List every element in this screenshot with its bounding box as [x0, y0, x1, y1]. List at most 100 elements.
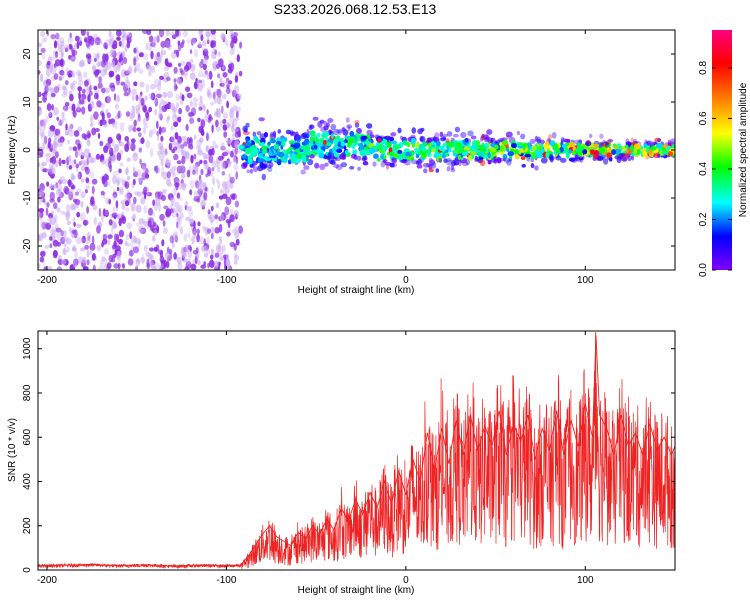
heatmap-signal-cell — [321, 134, 328, 139]
heatmap-noise-cell — [80, 165, 85, 171]
heatmap-noise-cell — [50, 216, 57, 225]
heatmap-signal-cell — [404, 151, 412, 157]
heatmap-signal-cell — [494, 144, 499, 150]
heatmap-noise-cell — [101, 159, 106, 165]
heatmap-noise-cell — [84, 189, 88, 194]
heatmap-noise-cell — [177, 225, 184, 232]
heatmap-noise-cell — [112, 191, 118, 198]
heatmap-noise-cell — [128, 249, 134, 257]
colorbar-label: Normalized spectral amplitude — [738, 82, 749, 217]
heatmap-signal-cell — [357, 166, 361, 171]
heatmap-signal-cell — [574, 154, 579, 162]
colorbar-tick-label: 0.2 — [698, 212, 709, 226]
heatmap-noise-cell — [173, 78, 177, 83]
heatmap-signal-cell — [506, 148, 510, 152]
heatmap-noise-cell — [117, 262, 121, 270]
heatmap-noise-cell — [78, 91, 81, 101]
heatmap-signal-cell — [514, 148, 520, 155]
heatmap-noise-cell — [57, 138, 62, 143]
heatmap-noise-cell — [163, 205, 169, 210]
heatmap-noise-cell — [146, 258, 150, 268]
heatmap-noise-cell — [119, 186, 124, 193]
heatmap-noise-cell — [176, 212, 179, 218]
heatmap-noise-cell — [213, 97, 217, 104]
heatmap-noise-cell — [162, 188, 167, 194]
heatmap-noise-cell — [91, 235, 95, 245]
heatmap-noise-cell — [204, 186, 208, 192]
heatmap-noise-cell — [224, 186, 230, 194]
heatmap-signal-cell — [281, 140, 286, 147]
heatmap-signal-cell — [384, 135, 392, 140]
heatmap-signal-cell — [582, 149, 588, 155]
heatmap-noise-cell — [164, 103, 171, 110]
heatmap-noise-cell — [187, 111, 194, 118]
heatmap-noise-cell — [142, 30, 148, 35]
heatmap-noise-cell — [50, 66, 57, 75]
heatmap-signal-cell — [468, 154, 473, 162]
heatmap-noise-cell — [86, 206, 89, 214]
heatmap-signal-cell — [536, 153, 544, 158]
heatmap-noise-cell — [168, 142, 173, 151]
heatmap-noise-cell — [169, 136, 175, 143]
heatmap-signal-cell — [616, 153, 623, 159]
heatmap-signal-cell — [496, 157, 502, 164]
heatmap-noise-cell — [75, 163, 80, 169]
heatmap-signal-cell — [522, 143, 526, 151]
heatmap-noise-cell — [185, 105, 190, 112]
heatmap-noise-cell — [120, 200, 126, 205]
heatmap-noise-cell — [115, 200, 119, 209]
heatmap-noise-cell — [227, 68, 233, 74]
heatmap-signal-cell — [560, 136, 565, 143]
heatmap-noise-cell — [226, 139, 232, 144]
heatmap-noise-cell — [156, 51, 161, 58]
heatmap-noise-cell — [196, 139, 202, 147]
heatmap-noise-cell — [155, 197, 161, 206]
heatmap-signal-cell — [354, 122, 360, 128]
heatmap-noise-cell — [143, 125, 146, 135]
heatmap-signal-cell — [661, 150, 669, 156]
heatmap-noise-cell — [138, 147, 143, 153]
heatmap-signal-cell — [319, 163, 326, 170]
heatmap-noise-cell — [166, 178, 171, 186]
heatmap-signal-cell — [549, 153, 554, 160]
heatmap-noise-cell — [84, 80, 89, 87]
heatmap-noise-cell — [206, 87, 211, 94]
heatmap-noise-cell — [210, 41, 217, 48]
heatmap-noise-cell — [210, 248, 214, 254]
heatmap-signal-cell — [344, 150, 349, 155]
heatmap-noise-cell — [77, 143, 82, 150]
heatmap-noise-cell — [138, 132, 142, 138]
heatmap-signal-cell — [325, 142, 333, 147]
heatmap-noise-cell — [125, 111, 131, 117]
heatmap-noise-cell — [226, 121, 230, 129]
heatmap-noise-cell — [111, 244, 117, 250]
heatmap-noise-cell — [222, 193, 228, 199]
heatmap-noise-cell — [89, 122, 94, 127]
heatmap-noise-cell — [117, 255, 121, 263]
heatmap-signal-cell — [285, 148, 291, 155]
heatmap-noise-cell — [120, 263, 123, 268]
heatmap-noise-cell — [230, 33, 234, 42]
heatmap-noise-cell — [234, 140, 240, 149]
heatmap-noise-cell — [106, 112, 111, 119]
heatmap-signal-cell — [442, 136, 446, 141]
heatmap-noise-cell — [78, 256, 83, 264]
heatmap-signal-cell — [434, 152, 440, 158]
heatmap-signal-cell — [454, 126, 461, 133]
heatmap-noise-cell — [217, 51, 222, 57]
heatmap-noise-cell — [218, 236, 222, 242]
heatmap-noise-cell — [69, 264, 76, 270]
heatmap-noise-cell — [80, 178, 85, 183]
heatmap-signal-cell — [272, 130, 277, 138]
heatmap-noise-cell — [91, 185, 95, 195]
heatmap-noise-cell — [92, 264, 96, 270]
snr-y-tick-label: 200 — [22, 517, 33, 534]
heatmap-signal-cell — [446, 142, 454, 148]
heatmap-noise-cell — [225, 180, 230, 188]
heatmap-signal-cell — [323, 154, 328, 159]
heatmap-noise-cell — [56, 116, 59, 121]
heatmap-noise-cell — [107, 181, 111, 187]
heatmap-noise-cell — [56, 188, 61, 196]
heatmap-noise-cell — [156, 130, 159, 137]
heatmap-x-tick-label: 100 — [577, 275, 594, 286]
